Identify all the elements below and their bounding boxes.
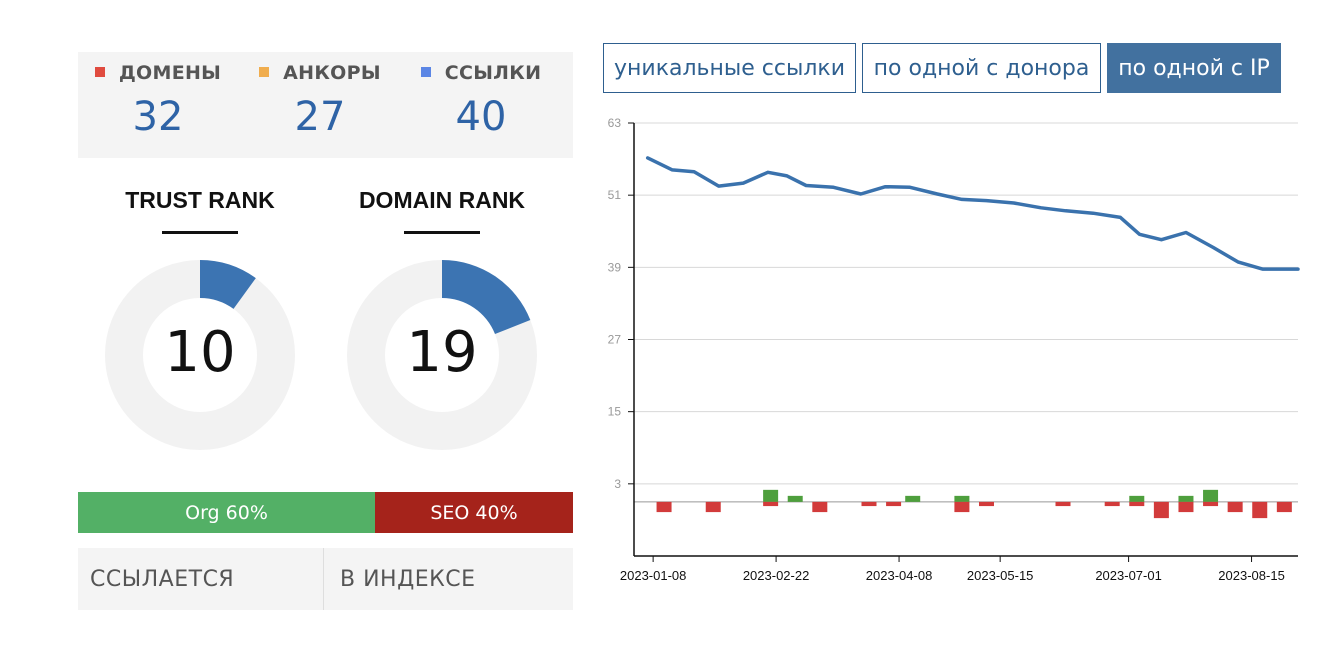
bar-loss (886, 501, 902, 507)
stat-links: ССЫЛКИ 40 (401, 52, 561, 158)
series-line (645, 156, 1300, 271)
tab-indexed[interactable]: В ИНДЕКСЕ (340, 566, 476, 592)
stat-domains-value: 32 (132, 94, 184, 140)
domain-rank-divider (404, 231, 480, 234)
bar-gain (905, 495, 921, 502)
one-per-ip-button[interactable]: по одной с IP (1107, 43, 1281, 93)
bar-loss (763, 501, 779, 507)
bar-loss (1104, 501, 1120, 507)
bar-loss (705, 501, 721, 513)
y-tick-label: 63 (608, 116, 622, 130)
x-tick-label: 2023-08-15 (1218, 568, 1285, 583)
stat-links-value: 40 (455, 94, 507, 140)
trust-rank-title: TRUST RANK (125, 187, 275, 213)
stat-anchors-label: АНКОРЫ (283, 62, 381, 84)
bar-gain (787, 495, 803, 502)
trust-rank-arc (200, 260, 256, 309)
anchors-square-icon (259, 67, 270, 77)
y-tick-label: 39 (608, 260, 622, 274)
domains-square-icon (94, 67, 105, 77)
trust-rank-donut (105, 260, 295, 450)
bar-loss (1129, 501, 1145, 507)
backlinks-chart: 3 15 27 39 51 63 2023-01-08 2023-02-22 2023-04-0… (608, 116, 1300, 583)
bar-loss (978, 501, 994, 507)
y-tick-label: 27 (608, 333, 622, 347)
trust-rank-divider (162, 231, 238, 234)
y-tick-label: 3 (614, 477, 621, 491)
bar-loss (1178, 501, 1194, 513)
bar-loss (1252, 501, 1268, 519)
bar-loss (656, 501, 672, 513)
stat-domains-label: ДОМЕНЫ (118, 62, 222, 84)
bar-gain (1178, 495, 1194, 502)
x-tick-label: 2023-07-01 (1095, 568, 1162, 583)
bar-gain (763, 489, 779, 502)
links-square-icon (420, 67, 431, 77)
stat-links-label: ССЫЛКИ (444, 62, 542, 84)
bottom-tabs: ССЫЛАЕТСЯ В ИНДЕКСЕ (78, 548, 573, 610)
org-segment: Org 60% (78, 492, 375, 533)
x-tick-label: 2023-04-08 (866, 568, 933, 583)
stat-domains: ДОМЕНЫ 32 (78, 52, 238, 158)
x-tick-label: 2023-01-08 (620, 568, 687, 583)
y-tick-label: 15 (608, 405, 622, 419)
bar-gain (1203, 489, 1219, 502)
stats-panel: ДОМЕНЫ 32 АНКОРЫ 27 ССЫЛКИ 40 (78, 52, 573, 158)
tab-links-to[interactable]: ССЫЛАЕТСЯ (78, 548, 324, 610)
stat-anchors-value: 27 (294, 94, 346, 140)
unique-links-button[interactable]: уникальные ссылки (603, 43, 856, 93)
org-seo-bar: Org 60% SEO 40% (78, 492, 573, 533)
bar-loss (1227, 501, 1243, 513)
bar-loss (1055, 501, 1071, 507)
domain-rank-arc (442, 260, 531, 335)
domain-rank-value: 19 (406, 320, 478, 385)
x-tick-label: 2023-05-15 (967, 568, 1034, 583)
seo-segment: SEO 40% (375, 492, 573, 533)
domain-rank-title: DOMAIN RANK (358, 187, 526, 213)
trust-rank-value: 10 (164, 320, 236, 385)
bar-loss (1153, 501, 1169, 519)
one-per-donor-button[interactable]: по одной с донора (862, 43, 1101, 93)
bar-loss (1276, 501, 1292, 513)
y-tick-label: 51 (608, 188, 622, 202)
bar-loss (1203, 501, 1219, 507)
bar-gain (954, 495, 970, 502)
stat-anchors: АНКОРЫ 27 (240, 52, 400, 158)
bar-loss (812, 501, 828, 513)
domain-rank-donut (347, 260, 537, 450)
bar-loss (861, 501, 877, 507)
x-tick-label: 2023-02-22 (743, 568, 810, 583)
bar-loss (954, 501, 970, 513)
bar-gain (1129, 495, 1145, 502)
